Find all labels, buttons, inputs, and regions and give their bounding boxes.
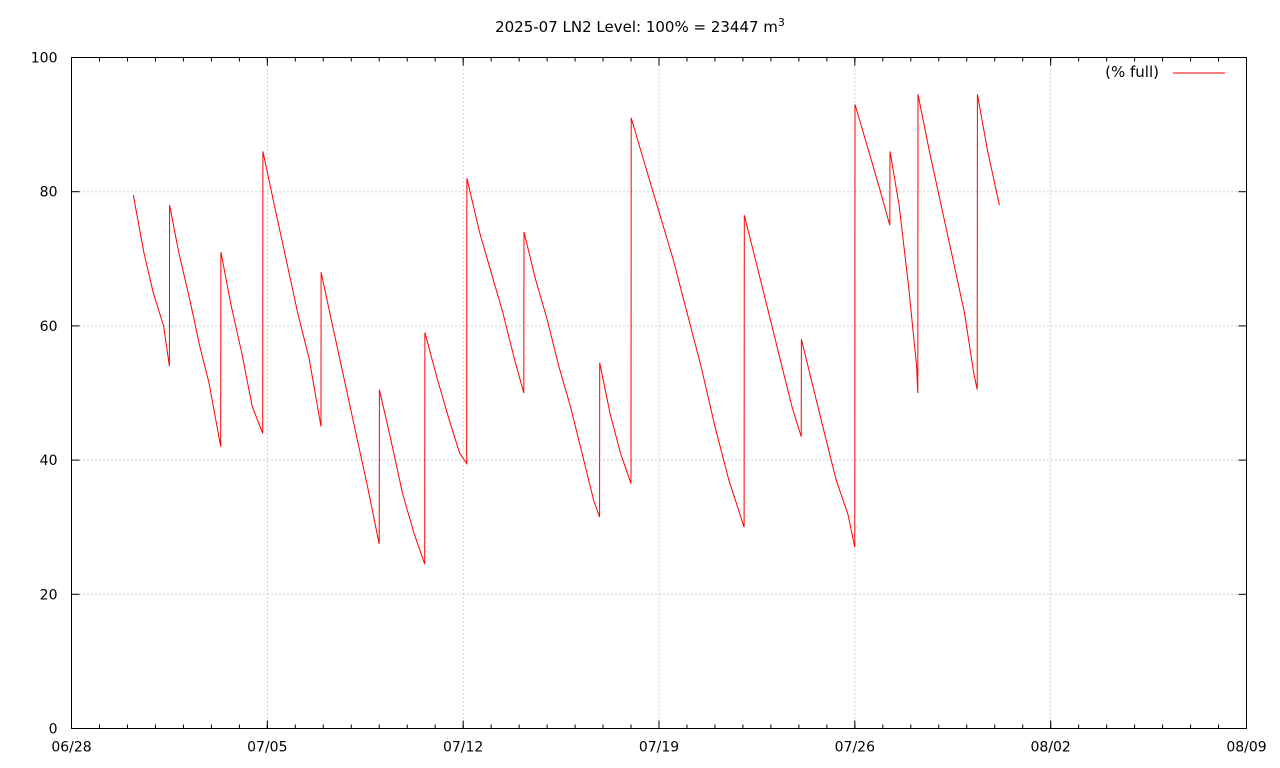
y-tick-label: 20 bbox=[40, 587, 58, 603]
axis-ticks bbox=[71, 57, 1247, 729]
chart-title: 2025-07 LN2 Level: 100% = 23447 m3 bbox=[495, 16, 785, 36]
y-tick-label: 60 bbox=[40, 319, 58, 335]
x-tick-label: 08/02 bbox=[1030, 740, 1070, 756]
x-tick-label: 08/09 bbox=[1226, 740, 1266, 756]
y-tick-label: 80 bbox=[40, 185, 58, 201]
x-axis-labels: 06/28 07/05 07/12 07/19 07/26 08/02 08/09 bbox=[51, 740, 1266, 756]
y-tick-label: 0 bbox=[49, 722, 58, 738]
x-tick-label: 07/12 bbox=[443, 740, 483, 756]
x-tick-label: 07/05 bbox=[247, 740, 287, 756]
legend: (% full) bbox=[1105, 63, 1225, 81]
y-tick-label: 100 bbox=[31, 51, 58, 67]
y-tick-label: 40 bbox=[40, 453, 58, 469]
grid bbox=[71, 57, 1247, 729]
y-axis-labels: 0 20 40 60 80 100 bbox=[31, 51, 58, 738]
legend-label: (% full) bbox=[1105, 63, 1159, 81]
x-tick-label: 07/19 bbox=[639, 740, 679, 756]
x-tick-label: 06/28 bbox=[51, 740, 91, 756]
series-line-percent-full bbox=[132, 94, 1000, 565]
x-tick-label: 07/26 bbox=[835, 740, 875, 756]
